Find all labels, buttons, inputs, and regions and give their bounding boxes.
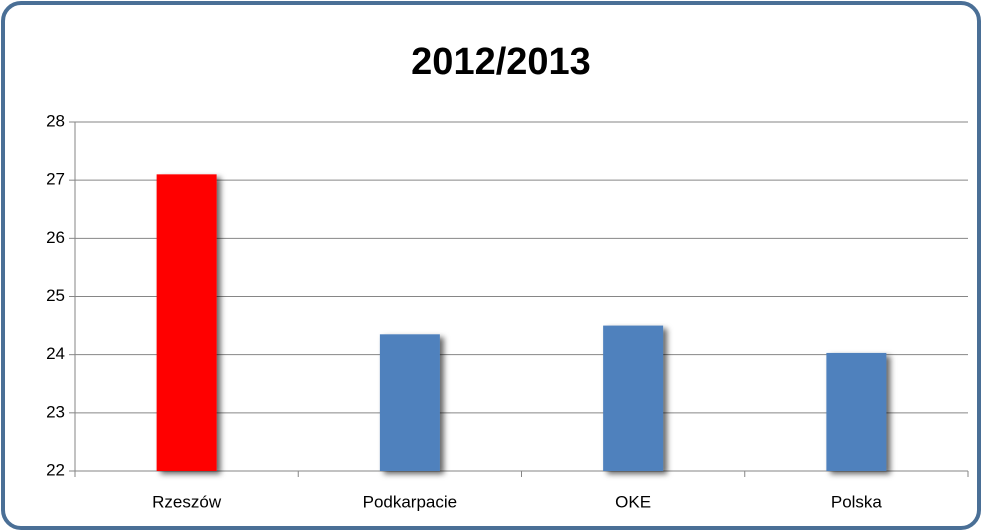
bar (826, 352, 887, 471)
y-tick-label: 27 (46, 170, 65, 189)
x-tick-label: OKE (615, 492, 651, 511)
chart-title: 2012/2013 (411, 41, 591, 83)
bar (156, 174, 217, 471)
y-tick-label: 28 (46, 111, 65, 130)
x-tick-label: Podkarpacie (363, 492, 458, 511)
y-tick-label: 22 (46, 460, 65, 479)
bar (379, 334, 440, 471)
y-tick-label: 24 (46, 344, 65, 363)
y-tick-label: 23 (46, 402, 65, 421)
y-tick-label: 26 (46, 228, 65, 247)
x-tick-label: Rzeszów (152, 492, 222, 511)
y-tick-label: 25 (46, 286, 65, 305)
bar (603, 325, 664, 471)
x-tick-label: Polska (831, 492, 883, 511)
